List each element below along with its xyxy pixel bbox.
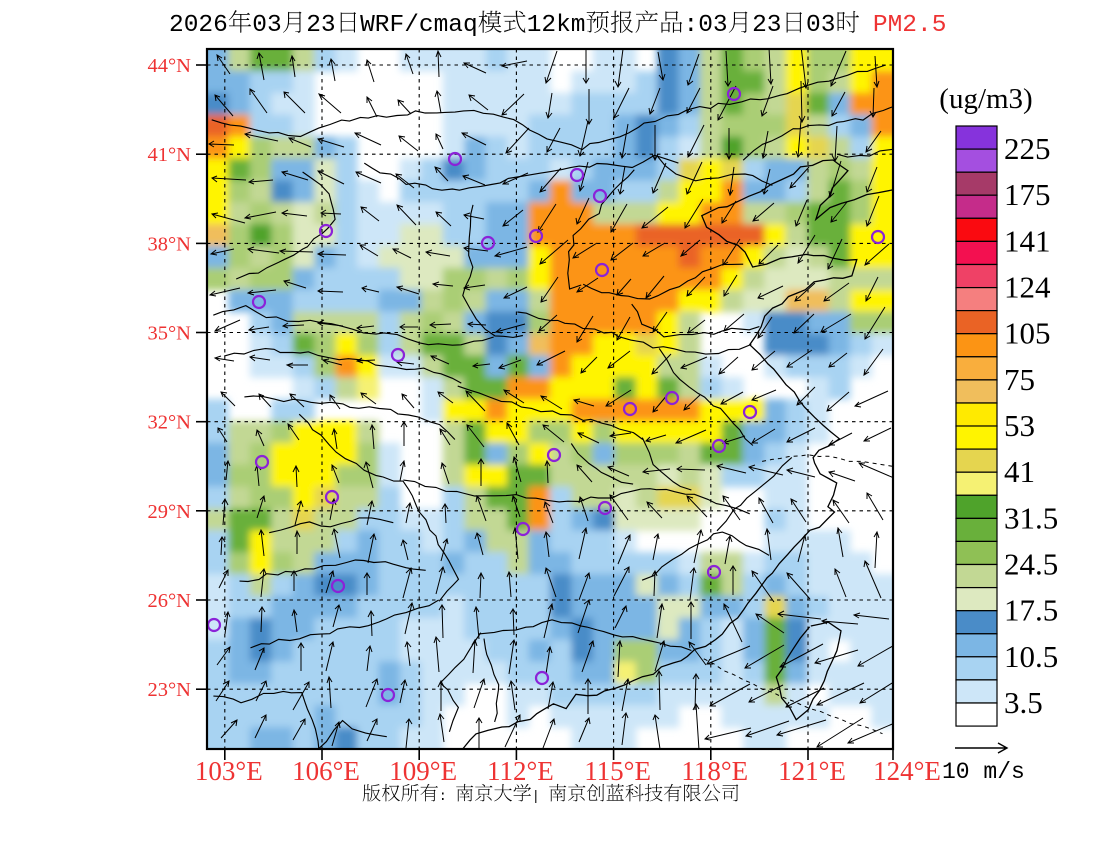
svg-text:53: 53 <box>1004 408 1035 443</box>
svg-text:124: 124 <box>1004 270 1051 305</box>
svg-text:WRF/cmaq: WRF/cmaq <box>360 12 478 39</box>
svg-text:121°E: 121°E <box>778 756 846 786</box>
svg-text:10.5: 10.5 <box>1004 639 1058 674</box>
svg-text:32°N: 32°N <box>147 412 191 434</box>
svg-text::: : <box>439 790 455 805</box>
svg-text:31.5: 31.5 <box>1004 500 1058 535</box>
svg-text:PM2.5: PM2.5 <box>873 12 947 39</box>
svg-text:175: 175 <box>1004 177 1051 212</box>
svg-text:29°N: 29°N <box>147 501 191 523</box>
svg-text:03: 03 <box>806 12 835 39</box>
svg-text:03: 03 <box>252 12 281 39</box>
svg-text:(ug/m3): (ug/m3) <box>939 83 1032 115</box>
svg-text:|: | <box>532 790 548 805</box>
svg-text:23: 23 <box>752 12 781 39</box>
svg-text:115°E: 115°E <box>584 756 651 786</box>
svg-text:112°E: 112°E <box>487 756 554 786</box>
svg-text:10 m/s: 10 m/s <box>942 759 1025 785</box>
svg-text:225: 225 <box>1004 131 1051 166</box>
svg-text:3.5: 3.5 <box>1004 685 1043 720</box>
svg-text:35°N: 35°N <box>147 323 191 345</box>
svg-text:23: 23 <box>306 12 335 39</box>
svg-text:23°N: 23°N <box>147 679 191 701</box>
svg-text:124°E: 124°E <box>873 756 941 786</box>
svg-text:26°N: 26°N <box>147 590 191 612</box>
svg-text:24.5: 24.5 <box>1004 547 1058 582</box>
svg-text:17.5: 17.5 <box>1004 593 1058 628</box>
svg-text:12km: 12km <box>527 12 586 39</box>
svg-text:118°E: 118°E <box>681 756 748 786</box>
svg-text::03: :03 <box>684 12 728 39</box>
svg-text:105: 105 <box>1004 316 1051 351</box>
svg-text:103°E: 103°E <box>195 756 263 786</box>
svg-text:109°E: 109°E <box>389 756 457 786</box>
svg-text:38°N: 38°N <box>147 233 191 255</box>
svg-text:44°N: 44°N <box>147 55 191 77</box>
svg-text:2026: 2026 <box>169 12 228 39</box>
svg-text:141: 141 <box>1004 223 1051 258</box>
svg-text:75: 75 <box>1004 362 1035 397</box>
svg-text:106°E: 106°E <box>292 756 360 786</box>
svg-text:41: 41 <box>1004 454 1035 489</box>
svg-text:41°N: 41°N <box>147 144 191 166</box>
